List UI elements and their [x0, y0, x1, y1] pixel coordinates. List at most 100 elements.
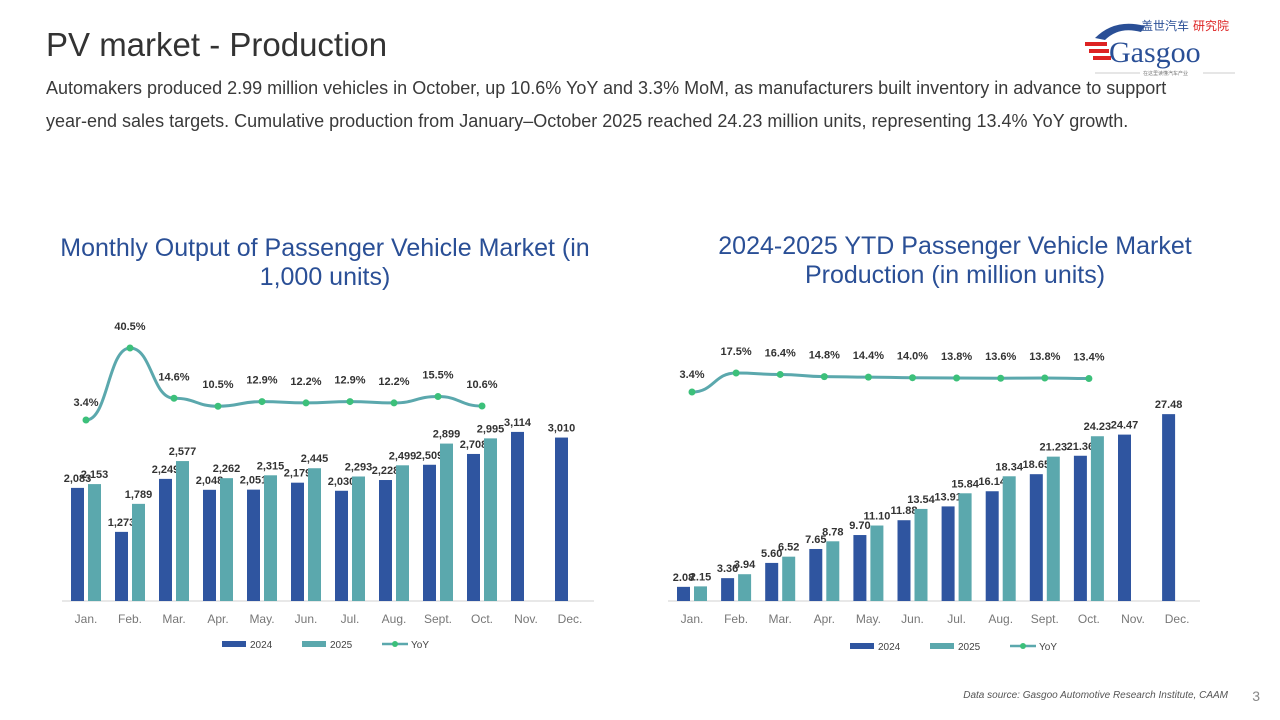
x-tick-label: Jul. — [341, 612, 360, 626]
data-label-2024: 5.60 — [761, 548, 782, 560]
x-tick-label: Oct. — [471, 612, 493, 626]
bar-2024 — [1118, 434, 1131, 601]
data-label-2025: 2,153 — [81, 469, 109, 481]
bar-2025 — [220, 478, 233, 601]
data-label-2024: 3,010 — [548, 423, 576, 435]
yoy-label: 14.6% — [158, 371, 189, 383]
bar-2025 — [308, 468, 321, 601]
yoy-marker — [170, 394, 178, 402]
yoy-marker — [346, 398, 354, 406]
data-label-2025: 21.23 — [1040, 442, 1068, 454]
yoy-label: 15.5% — [422, 370, 453, 382]
x-tick-label: Mar. — [769, 612, 792, 626]
x-tick-label: Feb. — [724, 612, 748, 626]
data-label-2024: 18.65 — [1023, 459, 1051, 471]
x-tick-label: Aug. — [988, 612, 1013, 626]
x-tick-label: Jan. — [75, 612, 98, 626]
legend-marker-yoy — [1020, 643, 1026, 649]
data-source: Data source: Gasgoo Automotive Research … — [963, 690, 1228, 701]
x-tick-label: May. — [856, 612, 881, 626]
yoy-marker — [688, 388, 696, 396]
bar-2024 — [985, 491, 999, 601]
svg-text:在这里读懂汽车产业: 在这里读懂汽车产业 — [1143, 70, 1188, 77]
bar-2024 — [1162, 414, 1176, 601]
x-tick-label: Jun. — [295, 612, 318, 626]
yoy-marker — [214, 402, 222, 410]
bar-2024 — [291, 482, 304, 601]
legend-label-2024: 2024 — [250, 640, 273, 651]
data-label-2024: 11.88 — [891, 505, 918, 517]
bar-2025 — [484, 438, 497, 601]
bar-2024 — [247, 489, 260, 601]
data-label-2025: 24.23 — [1084, 421, 1112, 433]
bar-2024 — [809, 548, 823, 601]
data-label-2025: 18.34 — [995, 461, 1023, 473]
data-label-2025: 11.10 — [863, 511, 890, 523]
bar-2024 — [941, 506, 955, 601]
bar-2025 — [132, 503, 145, 601]
data-label-2024: 2,708 — [460, 439, 488, 451]
x-tick-label: Nov. — [514, 612, 538, 626]
page-description: Automakers produced 2.99 million vehicle… — [46, 78, 1167, 131]
yoy-label: 14.0% — [897, 351, 928, 363]
bar-2024 — [115, 531, 128, 601]
yoy-marker — [82, 416, 90, 424]
legend-label-2024: 2024 — [878, 642, 901, 653]
bar-2025 — [1090, 436, 1104, 601]
data-label-2024: 3.36 — [717, 563, 738, 575]
x-tick-label: Sept. — [1031, 612, 1059, 626]
data-label-2024: 7.65 — [805, 534, 826, 546]
yoy-label: 13.8% — [941, 351, 972, 363]
data-label-2025: 2,293 — [345, 461, 373, 473]
legend-swatch-2025 — [930, 643, 954, 649]
yoy-label: 12.9% — [334, 375, 365, 387]
data-label-2025: 2,499 — [389, 450, 417, 462]
page-number: 3 — [1252, 688, 1260, 704]
svg-text:研究院: 研究院 — [1193, 18, 1229, 33]
yoy-marker — [302, 399, 310, 407]
gasgoo-logo: Gasgoo 盖世汽车 研究院 在这里读懂汽车产业 — [1085, 18, 1235, 77]
bar-2024 — [1073, 455, 1087, 601]
bar-2025 — [352, 476, 365, 601]
data-label-2024: 27.48 — [1155, 399, 1183, 411]
data-label-2025: 2,262 — [213, 463, 241, 475]
data-label-2025: 3.94 — [734, 559, 756, 571]
data-label-2024: 13.91 — [934, 491, 962, 503]
x-tick-label: Dec. — [1165, 612, 1190, 626]
bar-2024 — [677, 586, 690, 601]
bar-2025 — [176, 461, 189, 601]
data-label-2024: 2,048 — [196, 475, 224, 487]
x-tick-label: Apr. — [207, 612, 228, 626]
x-tick-label: Sept. — [424, 612, 452, 626]
data-label-2024: 2.08 — [673, 572, 694, 584]
bar-2024 — [71, 487, 84, 601]
x-tick-label: Feb. — [118, 612, 142, 626]
yoy-label: 12.2% — [290, 376, 321, 388]
yoy-marker — [390, 399, 398, 407]
yoy-label: 14.8% — [809, 350, 840, 362]
bar-2024 — [721, 578, 735, 601]
data-label-2024: 2,228 — [372, 465, 400, 477]
data-label-2024: 2,179 — [284, 468, 312, 480]
legend-label-yoy: YoY — [1039, 642, 1057, 653]
legend-swatch-2025 — [302, 641, 326, 647]
data-label-2024: 16.14 — [978, 476, 1006, 488]
data-label-2025: 2,315 — [257, 460, 285, 472]
bar-2025 — [870, 525, 884, 601]
data-label-2024: 24.47 — [1111, 420, 1139, 432]
yoy-label: 13.8% — [1029, 351, 1060, 363]
data-label-2024: 1,273 — [108, 517, 136, 529]
legend-label-2025: 2025 — [330, 640, 353, 651]
data-label-2024: 2,083 — [64, 473, 92, 485]
yoy-marker — [820, 373, 828, 381]
x-tick-label: Oct. — [1078, 612, 1100, 626]
yoy-marker — [864, 373, 872, 381]
yoy-label: 13.4% — [1073, 352, 1104, 364]
x-tick-label: Apr. — [814, 612, 835, 626]
x-tick-label: Mar. — [162, 612, 185, 626]
legend-label-yoy: YoY — [411, 640, 429, 651]
bar-2024 — [897, 520, 911, 601]
data-label-2024: 21.36 — [1067, 441, 1095, 453]
yoy-label: 13.6% — [985, 351, 1016, 363]
